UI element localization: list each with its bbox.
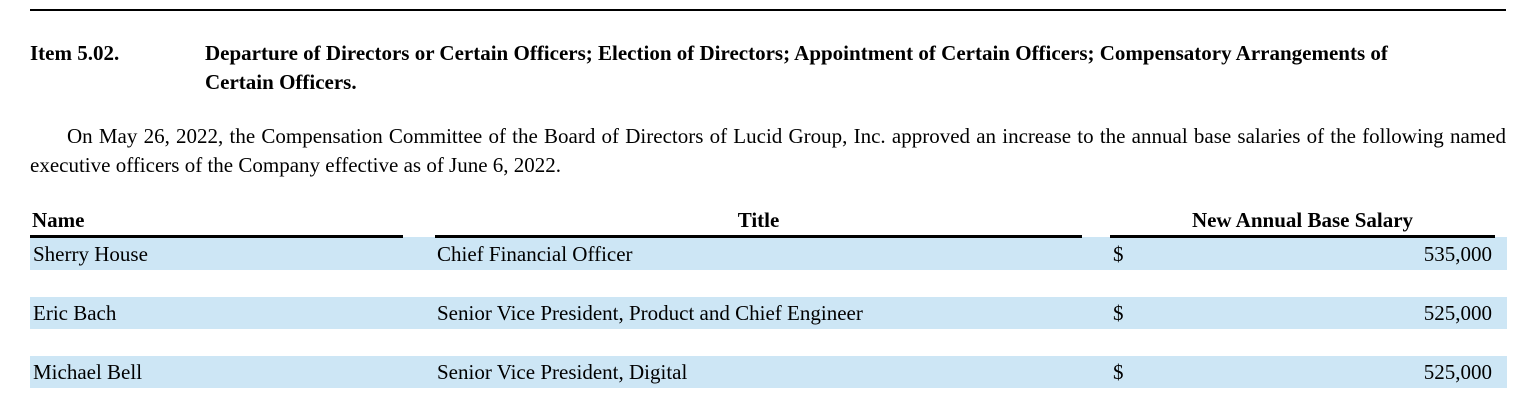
cell-title: Senior Vice President, Product and Chief… — [435, 297, 1082, 329]
cell-currency: $ — [1110, 356, 1140, 388]
salary-table: Name Title New Annual Base Salary Sherry… — [30, 203, 1507, 388]
cell-title: Senior Vice President, Digital — [435, 356, 1082, 388]
cell-name: Eric Bach — [30, 297, 403, 329]
cell-name: Sherry House — [30, 236, 403, 270]
table-spacer-row — [30, 270, 1507, 297]
column-spacer — [403, 203, 435, 237]
cell-spacer — [403, 236, 435, 270]
column-header-salary: New Annual Base Salary — [1110, 203, 1495, 238]
cell-spacer — [1082, 356, 1110, 388]
item-title: Departure of Directors or Certain Office… — [205, 41, 1388, 94]
body-paragraph: On May 26, 2022, the Compensation Commit… — [30, 124, 1506, 177]
cell-salary: 525,000 — [1140, 297, 1495, 329]
cell-pad — [1495, 297, 1507, 329]
table-row-eric-bach: Eric Bach Senior Vice President, Product… — [30, 297, 1507, 329]
item-heading: Item 5.02. Departure of Directors or Cer… — [30, 39, 1435, 97]
column-pad — [1495, 203, 1507, 237]
cell-currency: $ — [1110, 236, 1140, 270]
cell-pad — [1495, 356, 1507, 388]
table-spacer-row — [30, 329, 1507, 356]
cell-spacer — [1082, 297, 1110, 329]
table-header-row: Name Title New Annual Base Salary — [30, 203, 1507, 238]
column-header-title: Title — [435, 203, 1082, 238]
cell-spacer — [403, 356, 435, 388]
column-spacer — [1082, 203, 1110, 237]
cell-title: Chief Financial Officer — [435, 236, 1082, 270]
cell-spacer — [403, 297, 435, 329]
item-number: Item 5.02. — [30, 41, 120, 65]
table-row-michael-bell: Michael Bell Senior Vice President, Digi… — [30, 356, 1507, 388]
column-header-name: Name — [30, 203, 403, 238]
cell-name: Michael Bell — [30, 356, 403, 388]
cell-pad — [1495, 236, 1507, 270]
horizontal-rule — [30, 9, 1506, 11]
cell-salary: 535,000 — [1140, 236, 1495, 270]
cell-currency: $ — [1110, 297, 1140, 329]
cell-spacer — [1082, 236, 1110, 270]
table-row-sherry-house: Sherry House Chief Financial Officer $ 5… — [30, 236, 1507, 270]
cell-salary: 525,000 — [1140, 356, 1495, 388]
